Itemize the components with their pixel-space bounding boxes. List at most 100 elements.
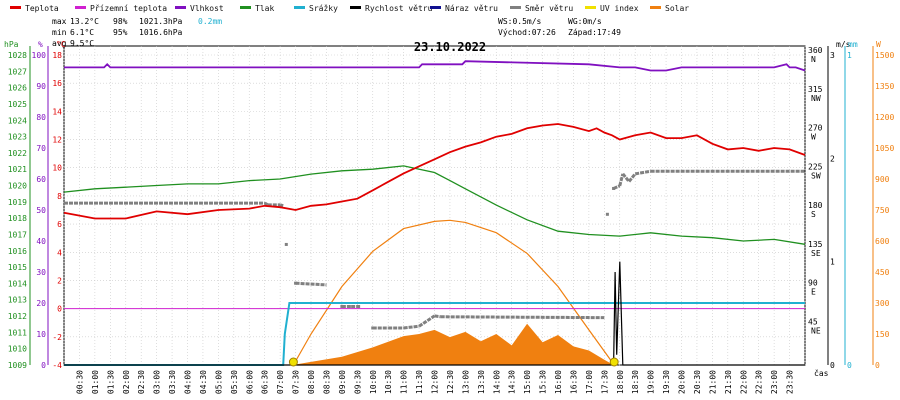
time-axis-label: čas — [814, 368, 829, 378]
time-tick-label: 06:30 — [261, 370, 270, 394]
celsius-tick-label: -4 — [52, 361, 62, 370]
stats-max-hum: 98% — [113, 17, 128, 26]
mm-tick-label: 0 — [847, 361, 852, 370]
time-tick-label: 07:00 — [276, 370, 285, 394]
direction-tick-label: 135 — [808, 240, 823, 249]
pct-tick-label: 40 — [36, 237, 46, 246]
direction-compass-label: NW — [811, 94, 821, 103]
stats-avg-label: avg — [52, 39, 67, 48]
pct-tick-label: 90 — [36, 82, 46, 91]
direction-tick-label: 225 — [808, 162, 823, 171]
time-tick-label: 05:00 — [214, 370, 223, 394]
legend-label: Rychlost větru — [365, 4, 433, 13]
time-tick-label: 20:00 — [678, 370, 687, 394]
direction-compass-label: SE — [811, 249, 821, 258]
legend-label: Přízemní teplota — [90, 4, 167, 13]
hpa-tick-label: 1024 — [8, 116, 27, 125]
stats-max-label: max — [52, 17, 67, 26]
wind-direction-segment — [418, 314, 436, 328]
wind-direction-point — [605, 212, 609, 216]
hpa-tick-label: 1012 — [8, 312, 27, 321]
pct-tick-label: 100 — [32, 51, 47, 60]
hpa-tick-label: 1025 — [8, 100, 27, 109]
hpa-tick-label: 1013 — [8, 296, 27, 305]
time-tick-label: 13:00 — [461, 370, 470, 394]
w-tick-label: 150 — [875, 330, 890, 339]
wind-direction-segment — [621, 172, 631, 183]
legend-swatch — [585, 6, 596, 9]
time-tick-label: 10:00 — [369, 370, 378, 394]
time-tick-label: 14:30 — [508, 370, 517, 394]
time-tick-label: 17:30 — [600, 370, 609, 394]
sun-marker — [288, 357, 298, 367]
mm-axis-title: mm — [848, 40, 858, 49]
time-tick-label: 03:00 — [153, 370, 162, 394]
wind-direction-point — [284, 242, 288, 246]
time-tick-label: 15:00 — [523, 370, 532, 394]
solar-theoretical-line — [292, 219, 615, 366]
legend-swatch — [650, 6, 661, 9]
legend-label: UV index — [600, 4, 639, 13]
hpa-tick-label: 1016 — [8, 247, 27, 256]
wind-direction-segment — [279, 203, 284, 208]
time-tick-label: 18:00 — [616, 370, 625, 394]
wind-direction-segment — [263, 201, 269, 207]
stats-max-press: 1021.3hPa — [139, 17, 183, 26]
time-tick-label: 19:00 — [647, 370, 656, 394]
series-layer — [63, 60, 806, 367]
pct-axis-title: % — [38, 40, 43, 49]
pct-tick-label: 50 — [36, 206, 46, 215]
time-tick-label: 02:00 — [122, 370, 131, 394]
right-axes: 360N315NW270W225SW180S135SE90E45NE321010… — [808, 46, 894, 370]
time-tick-label: 14:00 — [492, 370, 501, 394]
time-tick-label: 18:30 — [631, 370, 640, 394]
direction-tick-label: 315 — [808, 85, 823, 94]
hpa-tick-label: 1026 — [8, 84, 27, 93]
hpa-tick-label: 1015 — [8, 263, 27, 272]
hpa-tick-label: 1017 — [8, 230, 27, 239]
celsius-tick-label: 4 — [57, 248, 62, 257]
w-tick-label: 1200 — [875, 113, 894, 122]
direction-compass-label: N — [811, 55, 816, 64]
stats-min-label: min — [52, 28, 67, 37]
sunset-info: Západ:17:49 — [568, 28, 621, 37]
legend-label: Vlhkost — [190, 4, 224, 13]
ms-tick-label: 1 — [830, 258, 835, 267]
direction-tick-label: 90 — [808, 279, 818, 288]
stats-min-hum: 95% — [113, 28, 128, 37]
wind-direction-segment — [634, 169, 651, 176]
hpa-tick-label: 1019 — [8, 198, 27, 207]
legend-label: Náraz větru — [445, 4, 498, 13]
w-tick-label: 600 — [875, 237, 890, 246]
w-tick-label: 0 — [875, 361, 880, 370]
time-tick-label: 02:30 — [137, 370, 146, 394]
direction-tick-label: 360 — [808, 46, 823, 55]
time-tick-label: 05:30 — [230, 370, 239, 394]
time-tick-label: 12:30 — [446, 370, 455, 394]
w-tick-label: 900 — [875, 175, 890, 184]
pct-tick-label: 10 — [36, 330, 46, 339]
time-tick-label: 19:30 — [662, 370, 671, 394]
legend-label: Směr větru — [525, 4, 573, 13]
solar-area — [292, 323, 614, 365]
humidity-line — [64, 60, 806, 72]
stats-min-temp: 6.1°C — [70, 28, 94, 37]
time-tick-label: 16:30 — [569, 370, 578, 394]
w-tick-label: 450 — [875, 268, 890, 277]
ms-tick-label: 2 — [830, 154, 835, 163]
wind-speed-line — [64, 261, 805, 366]
legend-label: Solar — [665, 4, 689, 13]
celsius-tick-label: 8 — [57, 192, 62, 201]
wind-direction-segment — [403, 324, 420, 330]
ms-tick-label: 0 — [830, 361, 835, 370]
hpa-tick-label: 1023 — [8, 133, 27, 142]
hpa-tick-label: 1014 — [8, 279, 27, 288]
w-tick-label: 300 — [875, 299, 890, 308]
celsius-axis-title: °C — [56, 40, 66, 49]
ms-tick-label: 3 — [830, 51, 835, 60]
time-tick-label: 17:00 — [585, 370, 594, 394]
time-tick-label: 06:00 — [245, 370, 254, 394]
legend-label: Srážky — [309, 4, 338, 13]
legend-swatch — [75, 6, 86, 9]
legend-swatch — [240, 6, 251, 9]
